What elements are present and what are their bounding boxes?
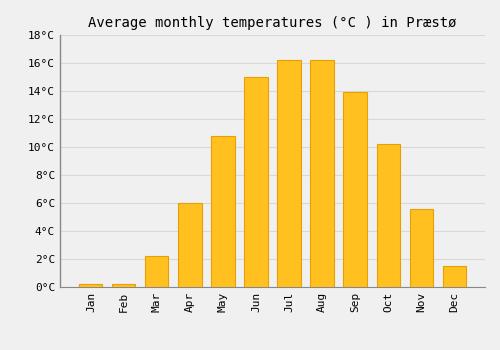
Bar [278, 60, 300, 287]
Bar [376, 144, 400, 287]
Bar [80, 284, 102, 287]
Bar [310, 60, 334, 287]
Bar [410, 209, 432, 287]
Bar [146, 256, 169, 287]
Bar [212, 136, 234, 287]
Title: Average monthly temperatures (°C ) in Præstø: Average monthly temperatures (°C ) in Pr… [88, 16, 457, 30]
Bar [178, 203, 202, 287]
Bar [112, 284, 136, 287]
Bar [244, 77, 268, 287]
Bar [442, 266, 466, 287]
Bar [344, 92, 366, 287]
